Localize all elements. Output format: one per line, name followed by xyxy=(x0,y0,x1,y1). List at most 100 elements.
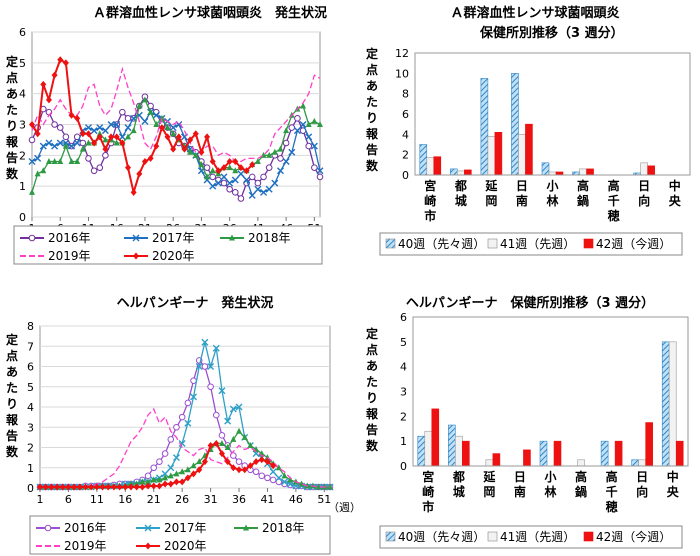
legend-label: 2017年 xyxy=(164,521,207,535)
data-point xyxy=(226,179,234,187)
data-point xyxy=(167,480,174,488)
data-point xyxy=(235,458,243,465)
category-label-char: 宮 xyxy=(424,178,436,193)
data-point xyxy=(253,458,260,466)
bar xyxy=(600,440,609,467)
data-point xyxy=(249,161,256,169)
data-point xyxy=(136,170,143,178)
series-2019年 xyxy=(31,66,321,163)
y-axis-ticks: 0 1 2 3 4 5 6 xyxy=(400,311,407,473)
data-point xyxy=(108,133,115,141)
data-point xyxy=(51,158,58,164)
legend-swatch xyxy=(583,238,594,249)
data-point xyxy=(167,436,175,443)
data-point xyxy=(91,139,98,147)
data-point xyxy=(170,145,177,153)
bar xyxy=(614,440,623,467)
series-2020年 xyxy=(37,439,277,491)
y-tick-label: 6 xyxy=(19,26,26,39)
data-point xyxy=(164,124,171,131)
legend-swatch xyxy=(385,531,396,542)
category-label-char: 小 xyxy=(544,469,556,484)
data-point xyxy=(316,173,324,181)
legend-item: 2019年 xyxy=(20,249,91,263)
data-point xyxy=(220,179,228,187)
data-point xyxy=(281,478,289,486)
bar xyxy=(457,170,465,176)
data-point xyxy=(316,167,324,175)
data-point xyxy=(125,164,131,172)
data-point xyxy=(254,185,262,193)
data-point xyxy=(71,483,78,491)
data-point xyxy=(184,474,191,482)
grid xyxy=(40,325,330,489)
data-point xyxy=(232,167,239,174)
data-point xyxy=(79,145,86,152)
legend-item: 2019年 xyxy=(36,539,107,553)
data-point xyxy=(170,130,177,137)
series-line xyxy=(31,95,321,200)
data-point xyxy=(212,344,220,352)
bar xyxy=(492,453,501,467)
data-point xyxy=(305,133,313,141)
y-axis-label-char: た xyxy=(6,381,18,395)
data-point xyxy=(68,111,75,119)
bar xyxy=(494,132,503,176)
data-point xyxy=(164,133,171,141)
category-label-char: 都 xyxy=(452,469,465,484)
legend-item: 40週（先々週） xyxy=(385,237,485,251)
bar xyxy=(638,459,646,467)
data-point xyxy=(153,121,160,127)
y-tick-label: 5 xyxy=(19,57,26,70)
data-point xyxy=(192,151,199,158)
y-tick-label: 0 xyxy=(400,460,407,473)
data-point xyxy=(226,185,233,193)
data-point xyxy=(214,179,222,187)
data-point xyxy=(282,139,290,147)
data-point xyxy=(156,476,163,483)
bar xyxy=(462,440,470,467)
data-point xyxy=(260,188,268,196)
data-point xyxy=(85,139,92,146)
data-point xyxy=(40,167,47,174)
x-tick-label: 6 xyxy=(65,493,72,506)
data-point xyxy=(96,133,103,141)
y-tick-label: 1 xyxy=(400,435,407,448)
y-tick-label: 7 xyxy=(27,340,34,353)
category-label-char: 鍋 xyxy=(577,193,589,208)
data-point xyxy=(317,121,323,127)
category-label-char: 小 xyxy=(546,178,558,193)
bar xyxy=(645,422,653,467)
y-tick-label: 6 xyxy=(402,108,409,121)
data-point xyxy=(187,136,194,144)
data-point xyxy=(119,139,126,147)
data-point xyxy=(299,121,307,128)
data-point xyxy=(96,164,104,171)
data-point xyxy=(127,483,134,491)
legend-label: 40週（先々週） xyxy=(398,237,485,251)
y-tick-label: 1 xyxy=(19,180,26,193)
data-point xyxy=(248,173,256,181)
legend-swatch xyxy=(583,531,594,542)
bar xyxy=(431,408,440,467)
data-point xyxy=(153,142,160,150)
y-axis-label-char: 数 xyxy=(6,166,19,181)
data-point xyxy=(271,179,279,187)
data-point xyxy=(45,96,52,104)
data-point xyxy=(178,413,186,421)
y-tick-label: 3 xyxy=(19,119,26,132)
legend-item: 2016年 xyxy=(20,231,91,245)
y-axis-label-char: り xyxy=(6,397,18,411)
bar xyxy=(485,459,494,467)
data-point xyxy=(209,173,217,181)
data-point xyxy=(221,164,227,172)
legend-marker xyxy=(133,252,139,260)
data-point xyxy=(34,130,41,138)
legend-swatch xyxy=(385,238,396,249)
data-point xyxy=(252,468,260,476)
series-2016年 xyxy=(36,357,334,491)
